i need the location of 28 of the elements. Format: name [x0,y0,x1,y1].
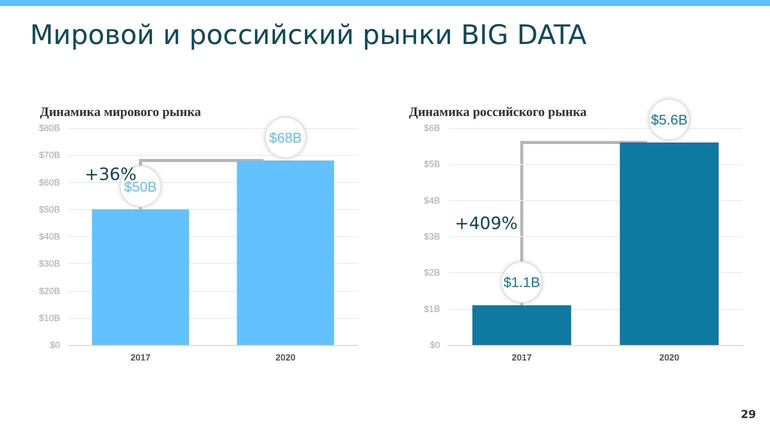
data-label: $1.1B [503,274,540,290]
data-label: $68B [269,130,302,146]
y-tick-label: $5B [424,159,440,170]
y-tick-label: $70B [38,150,60,160]
annotation: +409% [454,214,518,234]
y-tick-label: $4B [424,195,440,206]
y-tick-label: $20B [38,286,60,296]
y-tick-label: $6B [424,123,440,133]
y-tick-label: $0 [50,340,60,350]
y-tick-label: $3B [424,232,440,242]
y-tick-label: $50B [38,204,60,214]
chart-title: Динамика российского рынка [409,104,587,120]
chart-title: Мировой и российский рынки BIG DATA [30,20,587,51]
x-tick-label: 2017 [512,352,532,362]
x-tick-label: 2020 [659,352,680,362]
y-tick-label: $40B [38,232,60,242]
y-tick-label: $0 [430,340,440,350]
y-tick-label: $30B [38,258,60,269]
y-tick-label: $10B [38,312,60,323]
data-label: $5.6B [650,111,688,128]
y-tick-label: $2B [424,268,440,278]
y-tick-label: $1B [424,304,440,314]
y-tick-label: $60B [38,177,60,188]
chart-subtitle: Динамика мирового рынка [40,104,201,120]
x-tick-label: 2020 [275,352,296,362]
text: 29 [740,408,756,421]
x-tick-label: 2017 [130,352,151,362]
y-tick-label: $80B [38,123,60,133]
